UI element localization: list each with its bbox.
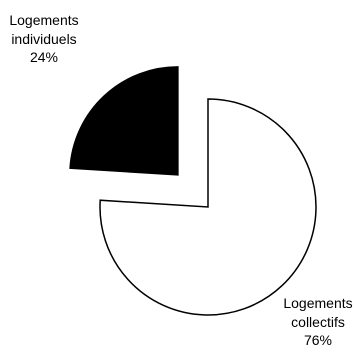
slice-label-line2: collectifs bbox=[291, 313, 345, 330]
slice-label-logements-individuels: Logements individuels 24% bbox=[0, 11, 88, 67]
pie-slice-logements-collectifs bbox=[99, 98, 317, 316]
slice-label-line1: Logements bbox=[283, 295, 353, 311]
slice-value-label: 24% bbox=[29, 49, 59, 65]
pie-slice-logements-individuels bbox=[69, 66, 179, 176]
slice-label-line2: individuels bbox=[11, 30, 77, 47]
slice-value-label: 76% bbox=[303, 332, 333, 348]
slice-label-logements-collectifs: Logements collectifs 76% bbox=[276, 294, 357, 350]
slice-label-line1: Logements bbox=[9, 12, 79, 28]
